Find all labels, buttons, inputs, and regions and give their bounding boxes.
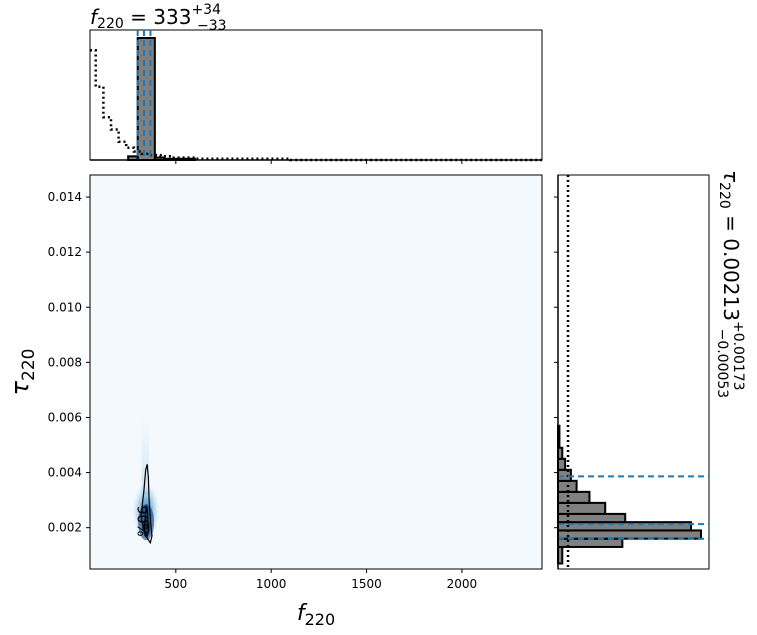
contour-50 xyxy=(143,505,150,539)
tau-marginal-panel: τ220 = 0.00213+0.00173−0.00053 xyxy=(554,170,746,570)
x-tick-label: 1000 xyxy=(256,577,287,591)
y-axis-label: τ220 xyxy=(6,349,39,396)
tau-posterior-bar xyxy=(557,457,567,471)
joint-density-background xyxy=(89,174,543,570)
f-marginal-title: f220 = 333+34 −33 xyxy=(90,2,227,34)
contour-label: 90% xyxy=(134,506,150,537)
y-tick-label: 0.006 xyxy=(48,410,82,424)
density-streak xyxy=(141,411,150,495)
f-posterior-bar xyxy=(136,37,156,161)
joint-density-panel: 90% 500 1000 1500 2000 0.002 0.004 0.006 0.008… xyxy=(6,174,543,629)
y-tick-label: 0.004 xyxy=(48,466,82,480)
y-tick-label: 0.002 xyxy=(48,521,82,535)
y-tick-label: 0.010 xyxy=(48,300,82,314)
tau-posterior-bar xyxy=(557,501,607,515)
tau-marginal-title: τ220 = 0.00213+0.00173−0.00053 xyxy=(714,170,746,398)
x-tick-label: 2000 xyxy=(447,577,478,591)
y-tick-label: 0.012 xyxy=(48,245,82,259)
f-marginal-frame xyxy=(89,29,543,161)
x-tick-label: 500 xyxy=(164,577,187,591)
x-axis-label: f220 xyxy=(297,601,335,629)
tau-posterior-bar xyxy=(557,529,702,540)
f-prior-dotted-line xyxy=(90,48,542,162)
y-tick-label: 0.014 xyxy=(48,190,82,204)
tau-posterior-bar xyxy=(557,490,591,504)
x-tick-label: 1500 xyxy=(351,577,382,591)
y-tick-label: 0.008 xyxy=(48,355,82,369)
f-marginal-panel: f220 = 333+34 −33 xyxy=(89,2,543,164)
